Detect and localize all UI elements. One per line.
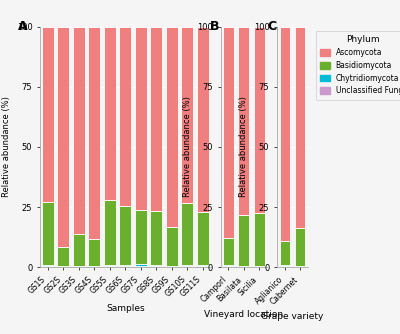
- Bar: [42, 265, 54, 266]
- Bar: [42, 266, 54, 267]
- Bar: [166, 27, 178, 227]
- Bar: [280, 265, 290, 266]
- Bar: [72, 27, 85, 234]
- Bar: [42, 27, 54, 202]
- Bar: [134, 210, 147, 264]
- Bar: [223, 266, 234, 267]
- Text: C: C: [268, 19, 277, 32]
- Bar: [150, 266, 162, 267]
- Bar: [280, 241, 290, 265]
- Bar: [150, 265, 162, 266]
- Bar: [223, 265, 234, 266]
- Bar: [42, 202, 54, 265]
- Bar: [238, 266, 249, 267]
- Bar: [72, 234, 85, 266]
- Bar: [134, 264, 147, 266]
- Bar: [88, 239, 100, 266]
- Bar: [88, 266, 100, 267]
- Bar: [196, 266, 209, 267]
- Bar: [280, 266, 290, 267]
- Bar: [295, 266, 305, 267]
- Bar: [196, 265, 209, 266]
- Text: B: B: [210, 19, 220, 32]
- Bar: [119, 265, 132, 266]
- Bar: [295, 27, 305, 227]
- Bar: [254, 213, 265, 266]
- Bar: [104, 265, 116, 266]
- Y-axis label: Relative abundance (%): Relative abundance (%): [239, 97, 248, 197]
- Bar: [104, 266, 116, 267]
- X-axis label: Vineyard location: Vineyard location: [204, 310, 283, 319]
- Y-axis label: Relative abundance (%): Relative abundance (%): [182, 97, 192, 197]
- Bar: [119, 266, 132, 267]
- Bar: [223, 238, 234, 265]
- Bar: [166, 227, 178, 266]
- Bar: [57, 266, 70, 267]
- Bar: [134, 27, 147, 210]
- Text: A: A: [18, 19, 28, 32]
- Bar: [88, 27, 100, 239]
- Bar: [181, 203, 194, 265]
- Bar: [119, 27, 132, 206]
- Bar: [150, 27, 162, 211]
- Bar: [72, 266, 85, 267]
- Bar: [181, 27, 194, 203]
- Bar: [57, 27, 70, 246]
- Bar: [254, 266, 265, 267]
- Bar: [134, 266, 147, 267]
- Bar: [150, 211, 162, 265]
- Bar: [181, 265, 194, 266]
- Y-axis label: Relative abundance (%): Relative abundance (%): [2, 97, 11, 197]
- Bar: [119, 206, 132, 265]
- Bar: [196, 212, 209, 265]
- Bar: [104, 27, 116, 200]
- X-axis label: Grape variety: Grape variety: [261, 312, 324, 321]
- Legend: Ascomycota, Basidiomycota, Chytridiomycota, Unclassified Fungi: Ascomycota, Basidiomycota, Chytridiomyco…: [316, 30, 400, 100]
- Bar: [57, 246, 70, 266]
- Bar: [196, 27, 209, 212]
- Bar: [254, 27, 265, 213]
- Bar: [238, 27, 249, 215]
- Bar: [295, 227, 305, 266]
- Bar: [223, 27, 234, 238]
- Bar: [280, 27, 290, 241]
- Bar: [166, 266, 178, 267]
- Bar: [238, 215, 249, 266]
- Bar: [104, 200, 116, 265]
- Bar: [181, 266, 194, 267]
- X-axis label: Samples: Samples: [106, 304, 144, 313]
